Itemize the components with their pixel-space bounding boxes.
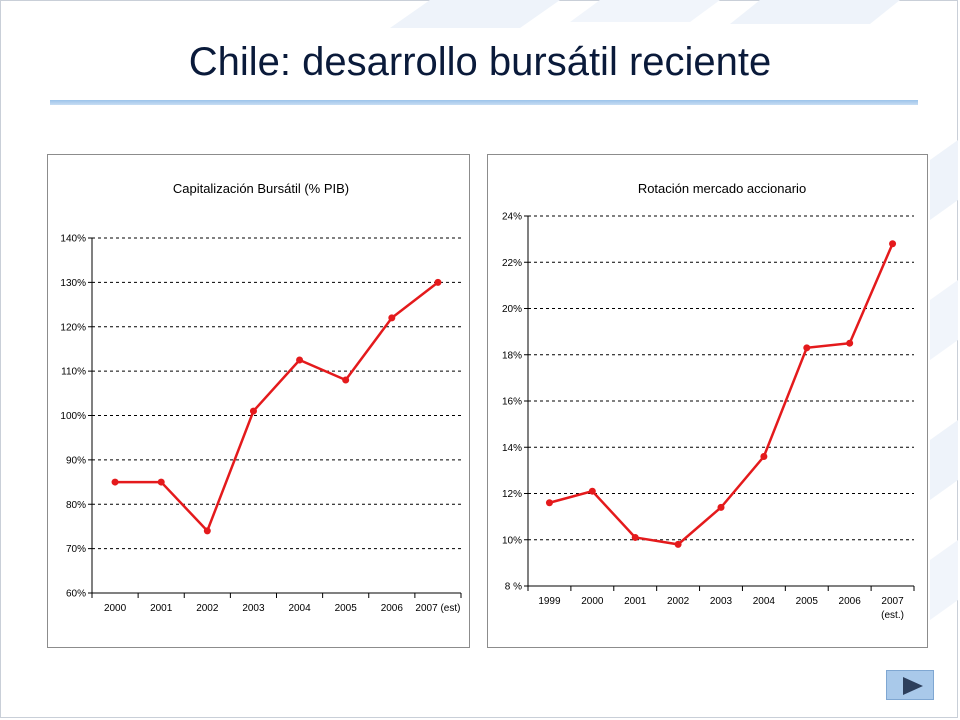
data-point bbox=[388, 314, 396, 322]
chart-title: Rotación mercado accionario bbox=[638, 181, 806, 196]
x-tick-label: 2004 bbox=[753, 596, 776, 607]
data-point bbox=[846, 339, 854, 347]
x-tick-label: 2006 bbox=[839, 596, 862, 607]
data-point bbox=[342, 376, 350, 384]
x-tick-label: 2003 bbox=[242, 603, 265, 614]
data-point bbox=[588, 487, 596, 495]
y-tick-label: 8 % bbox=[505, 582, 522, 593]
y-tick-label: 90% bbox=[66, 455, 86, 466]
next-slide-button[interactable] bbox=[886, 670, 934, 700]
series-line bbox=[549, 243, 894, 546]
data-point bbox=[760, 453, 768, 460]
data-point bbox=[157, 478, 165, 486]
y-tick-label: 14% bbox=[502, 443, 522, 454]
y-tick-label: 12% bbox=[502, 489, 522, 500]
y-tick-label: 120% bbox=[60, 322, 86, 333]
title-underline bbox=[50, 100, 918, 105]
x-tick-label: 2005 bbox=[335, 603, 358, 614]
x-tick-label: 2006 bbox=[381, 603, 404, 614]
x-tick-label: 2002 bbox=[196, 603, 219, 614]
x-tick-label: 2002 bbox=[667, 596, 690, 607]
data-point bbox=[674, 540, 682, 548]
chart-panel-capitalizacion: Capitalización Bursátil (% PIB) 60% 70% 80%… bbox=[47, 154, 470, 648]
x-tick-label: 2000 bbox=[104, 603, 127, 614]
x-tick-label: 1999 bbox=[538, 596, 561, 607]
x-tick-label: 2005 bbox=[796, 596, 819, 607]
x-tick-label: 2001 bbox=[624, 596, 647, 607]
y-tick-label: 18% bbox=[502, 350, 522, 361]
y-tick-label: 80% bbox=[66, 500, 86, 511]
x-tick-label: 2004 bbox=[288, 603, 311, 614]
y-tick-label: 20% bbox=[502, 304, 522, 315]
data-point bbox=[249, 407, 257, 415]
page-title: Chile: desarrollo bursátil reciente bbox=[188, 40, 772, 84]
x-tick-label: 2003 bbox=[710, 596, 733, 607]
data-point bbox=[545, 499, 553, 507]
data-point bbox=[631, 533, 639, 541]
series-line bbox=[115, 281, 439, 534]
x-tick-label: 2001 bbox=[150, 603, 173, 614]
y-tick-label: 130% bbox=[60, 278, 86, 289]
y-tick-label: 10% bbox=[502, 535, 522, 546]
y-tick-label: 24% bbox=[502, 212, 522, 223]
y-tick-label: 100% bbox=[60, 411, 86, 422]
y-tick-label: 110% bbox=[61, 367, 86, 378]
data-point bbox=[717, 503, 725, 511]
y-tick-label: 70% bbox=[66, 544, 86, 555]
chart-panel-rotacion: Rotación mercado accionario 8 % 10% 12% 14% 1… bbox=[487, 154, 928, 648]
data-point bbox=[203, 527, 211, 535]
data-point bbox=[889, 240, 897, 248]
x-tick-label: 2007 (est.) bbox=[881, 596, 904, 621]
y-tick-label: 140% bbox=[60, 234, 86, 245]
play-arrow-icon bbox=[903, 677, 923, 695]
chart-capitalizacion: Capitalización Bursátil (% PIB) 60% 70% 80%… bbox=[60, 181, 462, 614]
y-tick-label: 60% bbox=[66, 589, 86, 600]
data-point bbox=[296, 356, 304, 364]
y-tick-label: 22% bbox=[502, 258, 522, 269]
chart-rotacion: Rotación mercado accionario 8 % 10% 12% 14% 1… bbox=[502, 181, 915, 621]
x-tick-label: 2007 (est) bbox=[415, 603, 460, 614]
data-point bbox=[111, 478, 119, 486]
data-point bbox=[803, 344, 811, 352]
y-tick-label: 16% bbox=[502, 397, 522, 408]
data-point bbox=[434, 278, 442, 286]
chart-title: Capitalización Bursátil (% PIB) bbox=[173, 181, 349, 196]
x-tick-label: 2000 bbox=[581, 596, 604, 607]
